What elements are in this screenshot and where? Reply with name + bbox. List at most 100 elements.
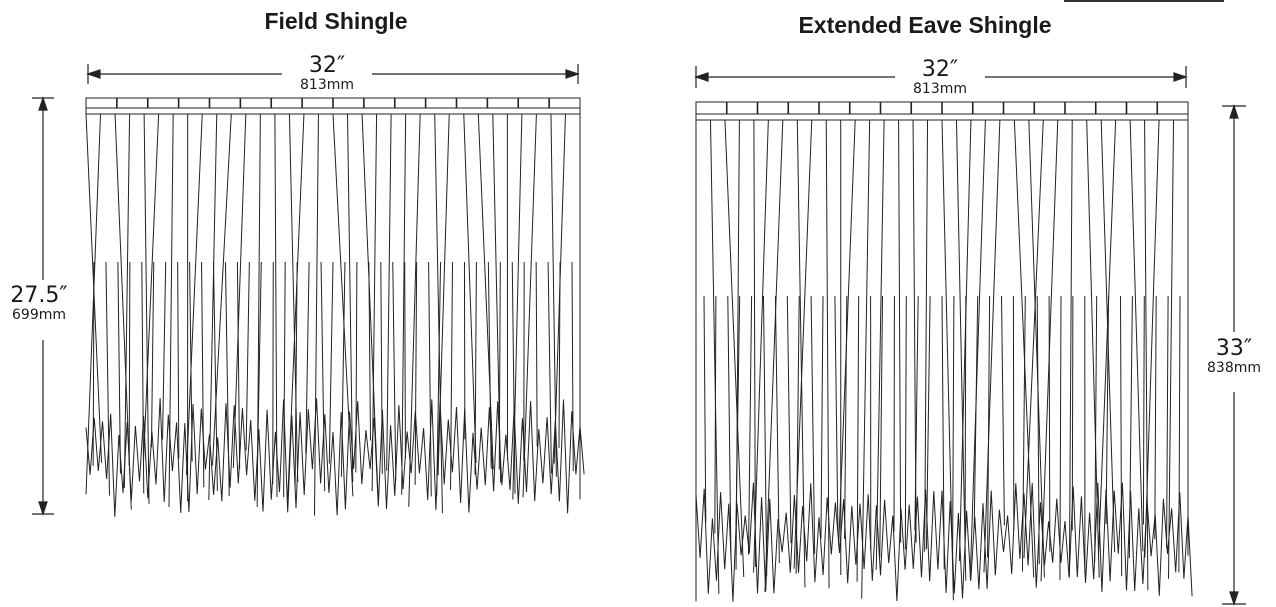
eave-shingle-short-strand (973, 295, 979, 530)
eave-shingle-strand (955, 119, 967, 581)
eave-shingle-short-strand (727, 295, 732, 560)
eave-shingle-strand (753, 119, 769, 573)
field-shingle-short-strand (162, 261, 167, 440)
eave-shingle-short-strand (964, 295, 967, 554)
left-width-arrow-right (565, 69, 580, 79)
eave-shingle-strand (898, 119, 902, 543)
eave-shingle-short-strand (1036, 295, 1040, 565)
field-shingle-short-strand (256, 261, 262, 472)
field-shingle-strand (208, 113, 218, 501)
eave-shingle-strand (1144, 119, 1149, 591)
field-shingle-short-strand (474, 261, 477, 475)
eave-shingle-strand (764, 119, 784, 593)
eave-shingle-short-strand (856, 295, 860, 582)
eave-shingle-strand (1168, 119, 1175, 579)
eave-shingle-short-strand (1166, 295, 1169, 548)
eave-shingle-short-strand (1048, 295, 1051, 552)
field-shingle-short-strand (511, 261, 516, 494)
field-shingle-strand (313, 113, 319, 516)
left-width-inches: 32″ (308, 53, 346, 78)
eave-shingle-short-strand (795, 295, 800, 574)
field-shingle-strand (408, 113, 421, 507)
field-shingle-short-strand (535, 261, 538, 447)
right-width-arrow-left (694, 72, 709, 82)
field-shingle-strand (286, 113, 305, 508)
eave-shingle-short-strand (1001, 295, 1005, 526)
field-shingle-strand (123, 113, 131, 488)
field-shingle-short-strand (245, 261, 250, 451)
field-shingle-short-strand (305, 261, 310, 454)
field-shingle-short-strand (141, 261, 145, 494)
eave-shingle-strand (875, 119, 885, 570)
eave-shingle-short-strand (1105, 295, 1110, 524)
right-width-arrow-right (1173, 72, 1188, 82)
eave-shingle-strand (924, 119, 929, 552)
eave-shingle-strand (724, 119, 745, 577)
field-shingle-short-strand (380, 261, 383, 474)
eave-shingle-short-strand (714, 295, 717, 534)
left-height-inches: 27.5″ (10, 283, 68, 308)
eave-shingle-short-strand (987, 295, 991, 558)
eave-shingle-strand (1028, 119, 1045, 578)
field-shingle-short-strand (428, 261, 432, 497)
eave-shingle-strand (958, 119, 972, 562)
field-shingle-short-strand (128, 261, 131, 466)
eave-shingle-short-strand (1120, 295, 1123, 577)
eave-shingle-short-strand (763, 295, 768, 577)
field-shingle-strand (85, 113, 102, 495)
field-shingle-short-strand (236, 261, 241, 469)
field-shingle-short-strand (105, 261, 110, 496)
eave-shingle-short-strand (1071, 295, 1074, 531)
right-height-arrow-top (1229, 104, 1239, 119)
field-shingle-strand (386, 113, 392, 471)
eave-shingle-short-strand (1059, 295, 1062, 580)
field-shingle-short-strand (328, 261, 334, 464)
right-width-mm: 813mm (913, 81, 967, 97)
field-shingle-strand (288, 113, 299, 482)
left-height-arrow-top (38, 96, 48, 111)
decorative-bar (1064, 0, 1224, 2)
eave-shingle-short-strand (810, 295, 816, 554)
field-shingle-short-strand (404, 261, 406, 458)
field-shingle-short-strand (436, 261, 442, 497)
right-width-label: 32″ 813mm (895, 58, 985, 97)
field-shingle-short-strand (177, 261, 180, 459)
right-width-inches: 32″ (921, 57, 959, 82)
left-width-label: 32″ 813mm (282, 54, 372, 93)
eave-shingle-strand (1013, 119, 1035, 578)
field-shingle-strand (185, 113, 203, 475)
eave-shingle-short-strand (786, 295, 792, 544)
eave-shingle-short-strand (879, 295, 883, 558)
eave-shingle-short-strand (1142, 295, 1145, 525)
eave-shingle-strand (969, 119, 986, 579)
field-shingle-short-strand (558, 261, 561, 448)
field-shingle-short-strand (368, 261, 372, 441)
eave-shingle-short-strand (914, 295, 919, 531)
field-shingle-title: Field Shingle (264, 8, 408, 34)
eave-shingle-short-strand (904, 295, 907, 550)
eave-shingle-strand (1129, 119, 1144, 552)
eave-shingle-short-strand (952, 295, 955, 557)
eave-shingle-strand (983, 119, 1001, 573)
field-shingle-strand (332, 113, 354, 497)
eave-shingle-short-strand (925, 295, 931, 550)
field-shingle-short-strand (117, 261, 121, 474)
eave-shingle-short-strand (1094, 295, 1098, 563)
field-shingle-strand (143, 113, 150, 505)
field-shingle-short-strand (150, 261, 155, 448)
eave-shingle-short-strand (774, 295, 780, 563)
eave-shingle-short-strand (1178, 295, 1181, 573)
field-shingle-short-strand (320, 261, 326, 492)
left-height-mm: 699mm (12, 307, 66, 323)
eave-shingle-short-strand (748, 295, 753, 555)
field-shingle-strand (522, 113, 537, 498)
right-height-label: 33″ 838mm (1196, 337, 1272, 376)
field-shingle-short-strand (294, 261, 298, 488)
eave-shingle-short-strand (703, 295, 707, 523)
field-shingle-strand (463, 113, 477, 463)
left-width-arrow-left (86, 69, 101, 79)
eave-shingle-short-strand (820, 295, 824, 539)
